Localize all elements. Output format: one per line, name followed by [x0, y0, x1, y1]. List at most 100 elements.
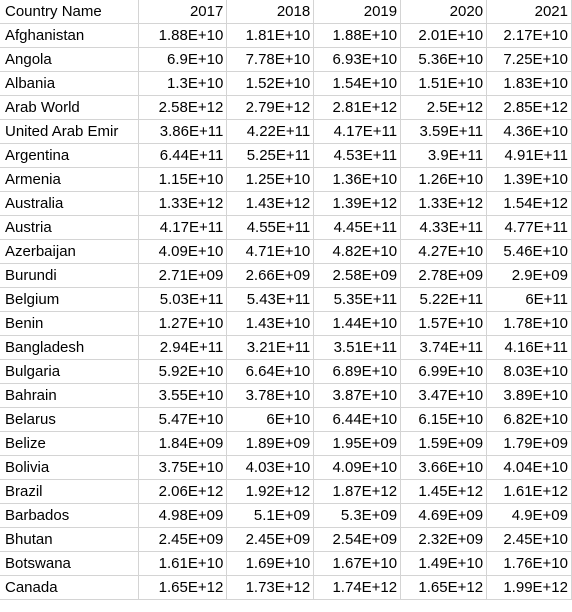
- country-name-cell[interactable]: Bangladesh: [0, 335, 140, 360]
- value-cell[interactable]: 1.78E+10: [486, 311, 572, 336]
- value-cell[interactable]: 6.15E+10: [400, 407, 488, 432]
- value-cell[interactable]: 3.86E+11: [138, 119, 228, 144]
- value-cell[interactable]: 3.75E+10: [138, 455, 228, 480]
- header-cell-year[interactable]: 2019: [313, 0, 402, 24]
- value-cell[interactable]: 1.95E+09: [313, 431, 402, 456]
- country-name-cell[interactable]: Bahrain: [0, 383, 140, 408]
- value-cell[interactable]: 4.9E+09: [486, 503, 572, 528]
- value-cell[interactable]: 6.93E+10: [313, 47, 402, 72]
- value-cell[interactable]: 2.58E+12: [138, 95, 228, 120]
- value-cell[interactable]: 2.54E+09: [313, 527, 402, 552]
- country-name-cell[interactable]: Albania: [0, 71, 140, 96]
- value-cell[interactable]: 4.16E+11: [486, 335, 572, 360]
- country-name-cell[interactable]: Belgium: [0, 287, 140, 312]
- value-cell[interactable]: 1.88E+10: [138, 23, 228, 48]
- value-cell[interactable]: 4.27E+10: [400, 239, 488, 264]
- header-cell-year[interactable]: 2020: [400, 0, 488, 24]
- value-cell[interactable]: 1.54E+12: [486, 191, 572, 216]
- value-cell[interactable]: 1.43E+12: [226, 191, 315, 216]
- value-cell[interactable]: 1.61E+12: [486, 479, 572, 504]
- value-cell[interactable]: 4.04E+10: [486, 455, 572, 480]
- value-cell[interactable]: 4.53E+11: [313, 143, 402, 168]
- value-cell[interactable]: 1.43E+10: [226, 311, 315, 336]
- value-cell[interactable]: 1.84E+09: [138, 431, 228, 456]
- country-name-cell[interactable]: Belize: [0, 431, 140, 456]
- value-cell[interactable]: 1.39E+12: [313, 191, 402, 216]
- value-cell[interactable]: 5.46E+10: [486, 239, 572, 264]
- country-name-cell[interactable]: Belarus: [0, 407, 140, 432]
- value-cell[interactable]: 7.78E+10: [226, 47, 315, 72]
- value-cell[interactable]: 1.44E+10: [313, 311, 402, 336]
- country-name-cell[interactable]: Canada: [0, 575, 140, 600]
- country-name-cell[interactable]: Brazil: [0, 479, 140, 504]
- value-cell[interactable]: 2.79E+12: [226, 95, 315, 120]
- value-cell[interactable]: 1.74E+12: [313, 575, 402, 600]
- header-cell-year[interactable]: 2017: [138, 0, 228, 24]
- value-cell[interactable]: 4.09E+10: [313, 455, 402, 480]
- value-cell[interactable]: 2.06E+12: [138, 479, 228, 504]
- country-name-cell[interactable]: Armenia: [0, 167, 140, 192]
- value-cell[interactable]: 2.66E+09: [226, 263, 315, 288]
- value-cell[interactable]: 1.65E+12: [138, 575, 228, 600]
- header-cell-year[interactable]: 2018: [226, 0, 315, 24]
- value-cell[interactable]: 2.45E+09: [138, 527, 228, 552]
- value-cell[interactable]: 3.74E+11: [400, 335, 488, 360]
- value-cell[interactable]: 1.54E+10: [313, 71, 402, 96]
- value-cell[interactable]: 2.81E+12: [313, 95, 402, 120]
- value-cell[interactable]: 4.33E+11: [400, 215, 488, 240]
- value-cell[interactable]: 4.69E+09: [400, 503, 488, 528]
- country-name-cell[interactable]: Burundi: [0, 263, 140, 288]
- value-cell[interactable]: 2.78E+09: [400, 263, 488, 288]
- country-name-cell[interactable]: Bolivia: [0, 455, 140, 480]
- value-cell[interactable]: 1.88E+10: [313, 23, 402, 48]
- value-cell[interactable]: 2.17E+10: [486, 23, 572, 48]
- country-name-cell[interactable]: Angola: [0, 47, 140, 72]
- value-cell[interactable]: 6E+10: [226, 407, 315, 432]
- country-name-cell[interactable]: Azerbaijan: [0, 239, 140, 264]
- value-cell[interactable]: 5.47E+10: [138, 407, 228, 432]
- country-name-cell[interactable]: Austria: [0, 215, 140, 240]
- value-cell[interactable]: 2.58E+09: [313, 263, 402, 288]
- value-cell[interactable]: 3.87E+10: [313, 383, 402, 408]
- value-cell[interactable]: 4.55E+11: [226, 215, 315, 240]
- value-cell[interactable]: 1.36E+10: [313, 167, 402, 192]
- value-cell[interactable]: 2.85E+12: [486, 95, 572, 120]
- value-cell[interactable]: 3.9E+11: [400, 143, 488, 168]
- value-cell[interactable]: 4.36E+10: [486, 119, 572, 144]
- value-cell[interactable]: 2.5E+12: [400, 95, 488, 120]
- country-name-cell[interactable]: Bulgaria: [0, 359, 140, 384]
- value-cell[interactable]: 2.71E+09: [138, 263, 228, 288]
- value-cell[interactable]: 4.17E+11: [138, 215, 228, 240]
- value-cell[interactable]: 5.3E+09: [313, 503, 402, 528]
- value-cell[interactable]: 6.44E+11: [138, 143, 228, 168]
- value-cell[interactable]: 6.64E+10: [226, 359, 315, 384]
- value-cell[interactable]: 1.57E+10: [400, 311, 488, 336]
- value-cell[interactable]: 1.52E+10: [226, 71, 315, 96]
- value-cell[interactable]: 1.92E+12: [226, 479, 315, 504]
- value-cell[interactable]: 4.98E+09: [138, 503, 228, 528]
- value-cell[interactable]: 4.09E+10: [138, 239, 228, 264]
- value-cell[interactable]: 1.15E+10: [138, 167, 228, 192]
- value-cell[interactable]: 3.21E+11: [226, 335, 315, 360]
- country-name-cell[interactable]: Afghanistan: [0, 23, 140, 48]
- value-cell[interactable]: 6.9E+10: [138, 47, 228, 72]
- value-cell[interactable]: 5.35E+11: [313, 287, 402, 312]
- country-name-cell[interactable]: Arab World: [0, 95, 140, 120]
- value-cell[interactable]: 6.44E+10: [313, 407, 402, 432]
- value-cell[interactable]: 5.22E+11: [400, 287, 488, 312]
- value-cell[interactable]: 1.33E+12: [400, 191, 488, 216]
- value-cell[interactable]: 6.89E+10: [313, 359, 402, 384]
- country-name-cell[interactable]: Botswana: [0, 551, 140, 576]
- value-cell[interactable]: 4.77E+11: [486, 215, 572, 240]
- value-cell[interactable]: 1.83E+10: [486, 71, 572, 96]
- value-cell[interactable]: 1.87E+12: [313, 479, 402, 504]
- value-cell[interactable]: 3.89E+10: [486, 383, 572, 408]
- value-cell[interactable]: 4.71E+10: [226, 239, 315, 264]
- value-cell[interactable]: 3.59E+11: [400, 119, 488, 144]
- country-name-cell[interactable]: Australia: [0, 191, 140, 216]
- value-cell[interactable]: 4.82E+10: [313, 239, 402, 264]
- value-cell[interactable]: 7.25E+10: [486, 47, 572, 72]
- value-cell[interactable]: 2.01E+10: [400, 23, 488, 48]
- value-cell[interactable]: 4.91E+11: [486, 143, 572, 168]
- value-cell[interactable]: 1.79E+09: [486, 431, 572, 456]
